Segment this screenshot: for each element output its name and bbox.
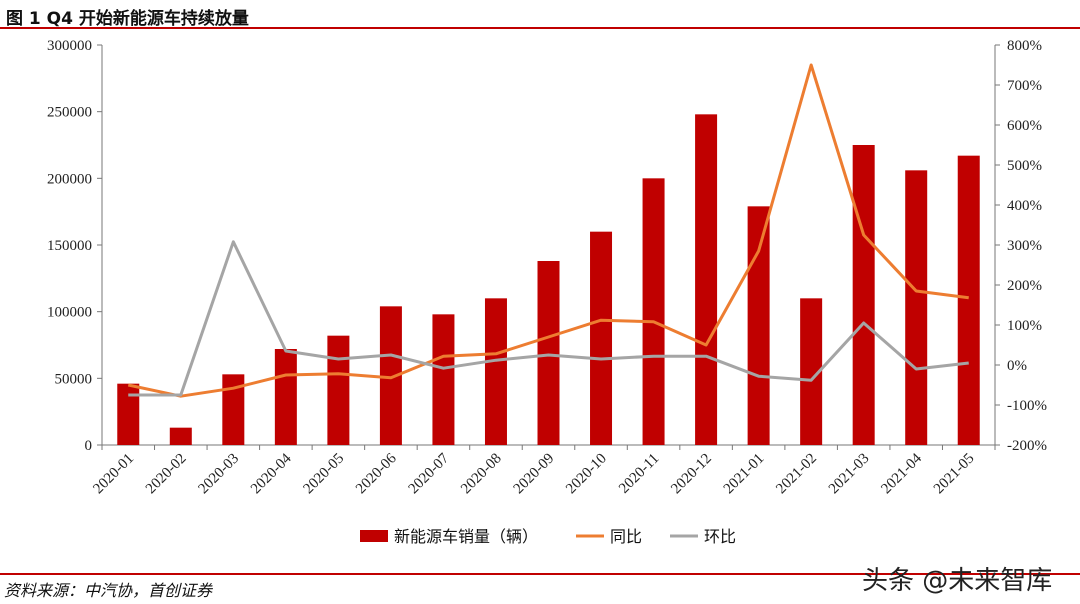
bar: [957, 155, 980, 445]
y-right-tick-label: 100%: [1007, 318, 1042, 334]
y-left-tick-label: 200000: [47, 171, 92, 187]
bar: [222, 374, 245, 445]
bar: [117, 383, 140, 445]
x-tick-label: 2021-04: [878, 450, 925, 497]
x-tick-label: 2020-11: [616, 451, 662, 497]
x-tick-label: 2020-01: [90, 451, 137, 498]
bar: [747, 206, 770, 445]
y-right-tick-label: -200%: [1007, 438, 1047, 454]
y-left-tick-label: 50000: [55, 371, 93, 387]
y-right-tick-label: 200%: [1007, 278, 1042, 294]
x-tick-label: 2020-06: [353, 450, 400, 497]
bar: [432, 314, 455, 445]
bar: [695, 114, 718, 445]
x-tick-label: 2020-08: [458, 451, 505, 498]
x-tick-label: 2020-05: [301, 451, 348, 498]
bar-series: [117, 114, 980, 446]
bar: [169, 427, 192, 445]
bar: [484, 298, 507, 445]
legend-label: 环比: [704, 527, 736, 546]
top-divider: [0, 27, 1080, 29]
x-tick-label: 2020-04: [248, 450, 295, 497]
bar: [905, 170, 928, 446]
x-tick-label: 2021-05: [931, 451, 978, 498]
bottom-divider: [0, 573, 1080, 575]
x-tick-label: 2021-02: [773, 451, 820, 498]
line-series: [127, 63, 969, 398]
x-tick-label: 2021-03: [826, 451, 873, 498]
bar: [590, 231, 613, 445]
legend-label: 同比: [610, 527, 642, 546]
bar: [327, 335, 350, 445]
y-right-tick-label: 0%: [1007, 358, 1027, 374]
legend-swatch-bar: [360, 530, 388, 542]
watermark: 头条 @未来智库: [862, 566, 1053, 596]
bar: [852, 145, 875, 445]
yoy-line: [127, 63, 969, 398]
bar: [379, 306, 402, 445]
y-left-tick-label: 150000: [47, 238, 92, 254]
bar: [537, 261, 560, 445]
source-note: 资料来源：中汽协，首创证券: [4, 581, 213, 600]
y-right-tick-label: 500%: [1007, 158, 1042, 174]
y-right-tick-label: 700%: [1007, 78, 1042, 94]
bar: [642, 178, 665, 446]
x-tick-label: 2020-10: [563, 451, 610, 498]
y-right-tick-label: -100%: [1007, 398, 1047, 414]
legend-label: 新能源车销量（辆）: [394, 527, 538, 546]
x-tick-label: 2020-09: [511, 451, 558, 498]
y-left-tick-label: 250000: [47, 105, 92, 121]
bar: [274, 349, 297, 445]
y-right-tick-label: 600%: [1007, 118, 1042, 134]
x-tick-label: 2020-02: [143, 451, 190, 498]
chart-title: 图 1 Q4 开始新能源车持续放量: [6, 9, 249, 29]
x-tick-label: 2020-03: [195, 451, 242, 498]
y-left-tick-label: 300000: [47, 38, 92, 54]
mom-line: [128, 240, 969, 397]
chart-legend: 新能源车销量（辆） 同比 环比: [360, 527, 736, 546]
y-left-tick-label: 0: [85, 438, 93, 454]
y-right-tick-label: 400%: [1007, 198, 1042, 214]
y-right-tick-label: 300%: [1007, 238, 1042, 254]
x-tick-label: 2020-07: [406, 450, 453, 497]
x-tick-label: 2020-12: [668, 451, 715, 498]
y-left-tick-label: 100000: [47, 305, 92, 321]
x-tick-label: 2021-01: [721, 451, 768, 498]
bar: [800, 298, 823, 445]
y-right-tick-label: 800%: [1007, 38, 1042, 54]
